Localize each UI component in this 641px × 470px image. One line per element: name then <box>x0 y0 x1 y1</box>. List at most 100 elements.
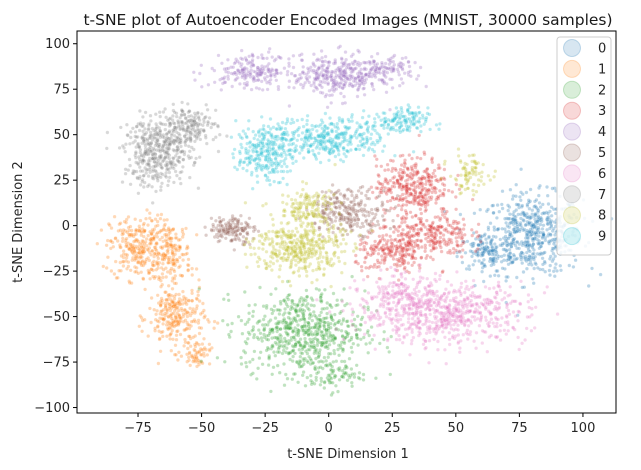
point-2 <box>385 345 390 350</box>
point-1 <box>149 218 154 223</box>
point-0 <box>484 244 489 249</box>
point-6 <box>349 319 354 323</box>
point-5 <box>345 197 350 201</box>
point-5 <box>359 200 363 205</box>
point-5 <box>334 215 338 220</box>
point-1 <box>149 267 154 272</box>
point-0 <box>530 252 535 256</box>
point-5 <box>241 234 246 239</box>
point-4 <box>325 105 330 110</box>
point-1 <box>155 219 160 224</box>
point-3 <box>363 240 367 245</box>
point-0 <box>522 213 527 218</box>
point-0 <box>488 274 493 278</box>
point-2 <box>239 362 244 366</box>
point-0 <box>535 266 540 270</box>
point-3 <box>434 201 438 205</box>
point-6 <box>461 332 466 337</box>
point-4 <box>409 74 413 79</box>
point-1 <box>184 246 189 251</box>
point-0 <box>513 218 518 223</box>
point-0 <box>491 256 496 261</box>
point-6 <box>418 263 422 267</box>
point-0 <box>510 220 515 225</box>
point-0 <box>531 281 536 286</box>
point-4 <box>356 74 361 79</box>
point-4 <box>267 79 271 84</box>
point-0 <box>507 255 512 260</box>
point-0 <box>529 230 533 235</box>
point-4 <box>370 66 375 70</box>
point-6 <box>450 335 455 340</box>
point-3 <box>418 190 423 195</box>
point-0 <box>458 250 462 254</box>
point-1 <box>142 230 146 234</box>
point-1 <box>149 236 154 241</box>
point-1 <box>126 260 131 264</box>
point-0 <box>535 219 540 223</box>
point-7 <box>175 173 179 178</box>
point-3 <box>383 225 387 229</box>
point-1 <box>140 329 144 334</box>
point-3 <box>438 188 442 193</box>
point-5 <box>217 215 222 220</box>
point-6 <box>399 275 404 279</box>
point-6 <box>471 284 476 289</box>
point-0 <box>490 245 495 249</box>
point-3 <box>376 251 381 256</box>
point-2 <box>334 303 338 308</box>
point-0 <box>544 210 549 215</box>
point-6 <box>440 330 445 334</box>
point-2 <box>283 372 288 377</box>
point-6 <box>358 303 363 307</box>
point-3 <box>392 262 397 267</box>
point-1 <box>183 340 188 345</box>
point-1 <box>178 332 183 337</box>
point-4 <box>301 70 305 74</box>
point-0 <box>542 211 547 216</box>
point-2 <box>313 365 318 369</box>
point-0 <box>554 262 558 266</box>
point-6 <box>432 337 436 342</box>
point-1 <box>197 299 202 303</box>
point-5 <box>373 223 378 228</box>
point-0 <box>545 218 550 222</box>
point-6 <box>475 301 479 306</box>
point-2 <box>328 333 333 338</box>
point-6 <box>364 299 368 304</box>
point-0 <box>511 239 516 244</box>
point-7 <box>117 146 122 150</box>
point-1 <box>155 213 160 217</box>
point-1 <box>140 259 145 263</box>
point-2 <box>306 306 310 311</box>
point-5 <box>237 238 242 242</box>
point-5 <box>343 217 347 222</box>
point-5 <box>364 193 368 198</box>
point-0 <box>503 267 507 271</box>
point-4 <box>269 74 273 78</box>
point-1 <box>131 255 135 260</box>
point-3 <box>407 200 412 205</box>
point-4 <box>379 78 384 82</box>
point-0 <box>519 257 524 262</box>
point-1 <box>142 229 147 234</box>
point-1 <box>155 223 160 228</box>
point-6 <box>466 318 470 322</box>
point-0 <box>548 220 553 225</box>
point-3 <box>403 216 408 221</box>
point-1 <box>150 228 155 232</box>
point-0 <box>492 273 497 278</box>
point-1 <box>186 355 191 360</box>
point-6 <box>414 285 419 290</box>
point-3 <box>384 233 389 237</box>
point-6 <box>443 335 447 340</box>
point-1 <box>180 227 185 232</box>
point-3 <box>404 203 409 207</box>
point-1 <box>197 342 201 347</box>
point-0 <box>525 228 529 233</box>
point-4 <box>342 74 347 78</box>
point-1 <box>105 238 110 243</box>
point-6 <box>472 309 477 314</box>
point-4 <box>353 59 357 64</box>
point-0 <box>482 246 486 251</box>
